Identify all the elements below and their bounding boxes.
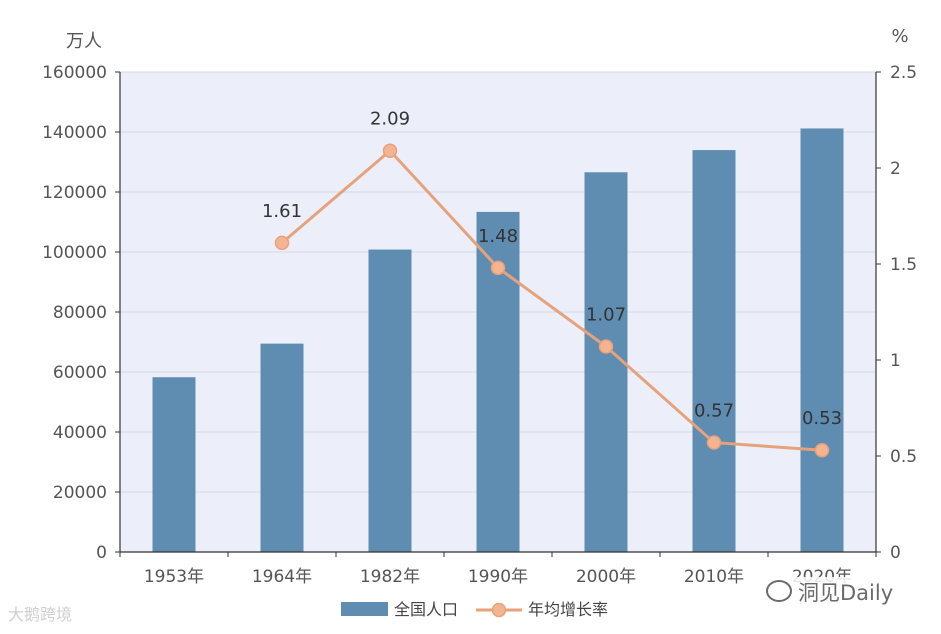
right-axis-unit: % — [891, 26, 908, 47]
x-tick-label: 2000年 — [576, 567, 636, 587]
left-tick-label: 140000 — [42, 123, 107, 143]
data-label: 1.48 — [478, 226, 518, 247]
left-tick-label: 80000 — [53, 303, 107, 323]
x-tick-label: 1990年 — [468, 567, 528, 587]
data-label: 1.61 — [262, 201, 302, 222]
bar-series — [152, 128, 844, 553]
right-tick-label: 0 — [890, 543, 901, 563]
data-label: 0.57 — [694, 401, 734, 422]
right-tick-label: 1 — [890, 351, 901, 371]
axis-labels: 0 20000 40000 60000 80000 100000 120000 140000 1… — [42, 26, 917, 587]
bar — [368, 249, 412, 552]
watermark-left-text: 大鹅跨境 — [8, 605, 73, 624]
watermark-left: 大鹅跨境 — [8, 601, 72, 625]
bar — [152, 377, 196, 552]
bar — [584, 172, 628, 552]
data-label: 1.07 — [586, 305, 626, 326]
x-tick-label: 1982年 — [360, 567, 420, 587]
right-tick-label: 2 — [890, 159, 901, 179]
left-tick-label: 120000 — [42, 183, 107, 203]
line-marker — [382, 143, 398, 158]
bar — [260, 343, 304, 552]
legend: 全国人口 年均增长率 — [341, 600, 608, 619]
left-tick-label: 100000 — [42, 243, 107, 263]
watermark-right-text: 洞见Daily — [798, 581, 894, 605]
watermark-right: 洞见Daily — [762, 577, 898, 607]
line-marker — [490, 260, 506, 276]
x-tick-label: 2010年 — [684, 567, 744, 587]
line-series: 1.61 2.09 1.48 1.07 0.57 0.53 — [262, 109, 842, 458]
data-label: 2.09 — [370, 109, 410, 130]
right-tick-label: 0.5 — [890, 447, 917, 467]
bar — [692, 150, 736, 553]
legend-swatch-bar — [341, 602, 388, 616]
left-tick-label: 160000 — [42, 63, 107, 83]
legend-swatch-marker — [491, 602, 507, 618]
legend-label: 年均增长率 — [528, 600, 608, 619]
right-tick-label: 2.5 — [890, 63, 917, 83]
left-tick-label: 20000 — [53, 483, 107, 503]
growth-rate-line — [281, 149, 823, 452]
line-marker — [814, 442, 830, 458]
data-label: 0.53 — [802, 408, 842, 429]
axes — [115, 71, 881, 557]
wechat-icon — [766, 580, 792, 602]
left-tick-label: 40000 — [53, 423, 107, 443]
x-tick-label: 1964年 — [252, 567, 312, 587]
bar — [800, 128, 844, 552]
legend-label: 全国人口 — [394, 600, 458, 619]
x-tick-label: 1953年 — [144, 567, 204, 587]
left-tick-label: 60000 — [53, 363, 107, 383]
left-axis-unit: 万人 — [66, 31, 102, 52]
line-marker — [598, 339, 614, 354]
line-marker — [706, 435, 722, 450]
right-tick-label: 1.5 — [890, 255, 917, 275]
line-marker — [274, 235, 290, 251]
left-tick-label: 0 — [96, 543, 107, 563]
